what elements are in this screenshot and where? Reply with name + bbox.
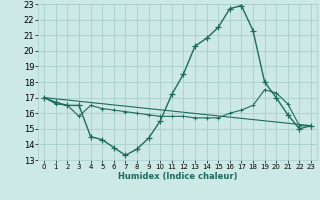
X-axis label: Humidex (Indice chaleur): Humidex (Indice chaleur) [118, 172, 237, 181]
